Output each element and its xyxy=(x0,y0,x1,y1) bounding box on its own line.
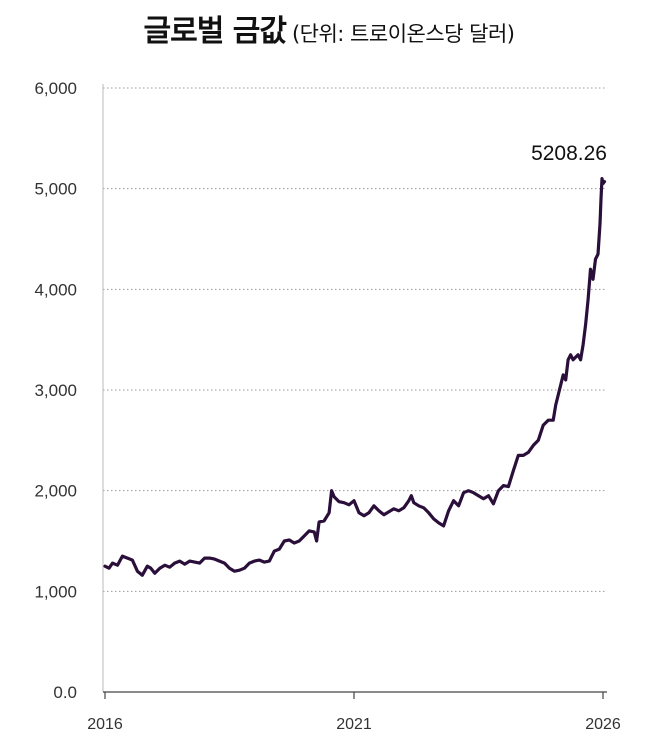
chart-title-area: 글로벌 금값 (단위: 트로이온스당 달러) xyxy=(0,6,658,50)
x-tick-label: 2026 xyxy=(585,716,621,733)
chart-subtitle: (단위: 트로이온스당 달러) xyxy=(291,22,515,46)
grid-lines xyxy=(103,87,607,592)
y-tick-label: 2,000 xyxy=(34,482,77,501)
last-value-label: 5208.26 xyxy=(531,142,607,165)
gold-price-series-line xyxy=(103,177,607,577)
x-axis-tick-labels: 2016 2021 2026 xyxy=(87,716,621,733)
axes xyxy=(102,84,607,699)
y-tick-label: 5,000 xyxy=(34,180,77,199)
y-tick-label: 3,000 xyxy=(34,381,77,400)
y-tick-label: 6,000 xyxy=(34,79,77,98)
y-tick-label: 0.0 xyxy=(53,683,77,702)
chart-title: 글로벌 금값 xyxy=(143,14,287,49)
y-tick-label: 4,000 xyxy=(34,280,77,299)
y-axis-tick-labels: 0.0 1,000 2,000 3,000 4,000 5,000 6,000 xyxy=(34,79,77,702)
x-tick-label: 2016 xyxy=(87,716,123,733)
x-tick-label: 2021 xyxy=(336,716,372,733)
y-tick-label: 1,000 xyxy=(34,582,77,601)
